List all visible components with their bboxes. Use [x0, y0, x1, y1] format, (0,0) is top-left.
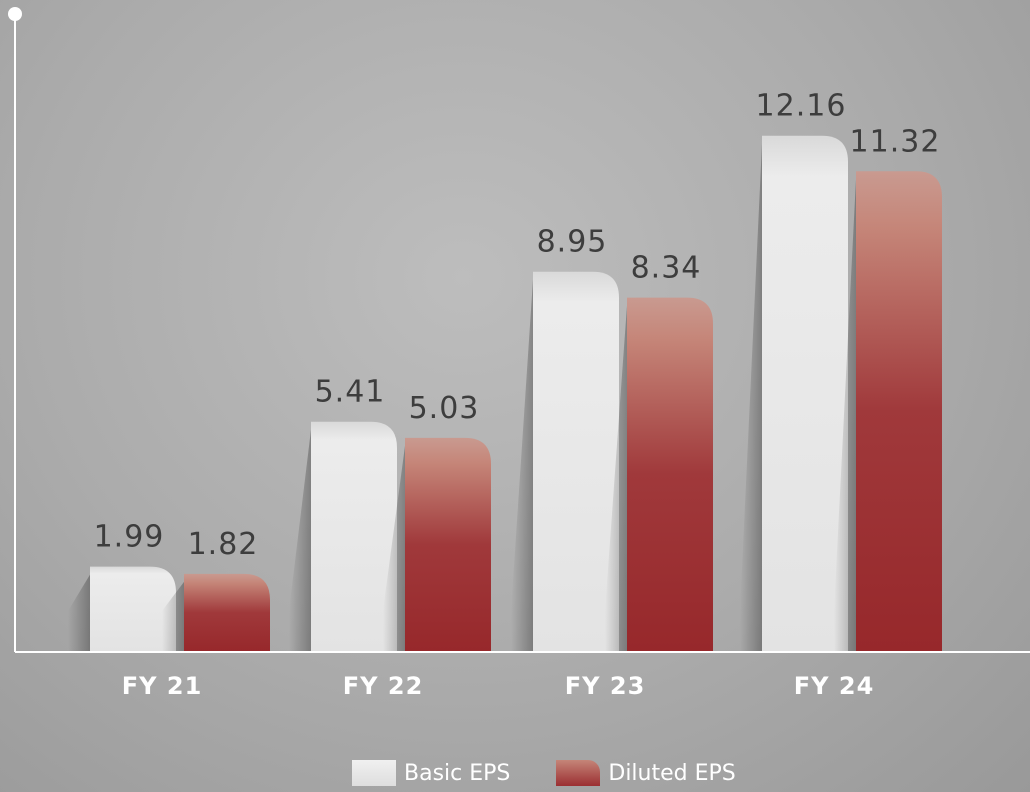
bar-shadow-basic-2	[511, 279, 533, 651]
legend-label-basic: Basic EPS	[404, 760, 511, 786]
value-label-basic-0: 1.99	[94, 520, 165, 555]
legend-item-diluted: Diluted EPS	[556, 760, 736, 786]
legend-swatch-diluted	[556, 760, 601, 786]
value-label-diluted-0: 1.82	[188, 527, 259, 562]
y-axis-cap	[8, 7, 22, 21]
legend-item-basic: Basic EPS	[352, 760, 510, 786]
bar-shadow-diluted-2	[605, 305, 627, 651]
value-label-basic-1: 5.41	[315, 375, 386, 410]
legend-label-diluted: Diluted EPS	[608, 760, 736, 786]
bar-shadow-basic-1	[289, 429, 311, 651]
bar-basic-fy22	[311, 421, 397, 651]
x-tick-label-3: FY 24	[794, 672, 875, 700]
bar-basic-fy23	[533, 271, 619, 651]
x-tick-label-1: FY 22	[343, 672, 424, 700]
bar-shadow-basic-3	[740, 143, 762, 651]
value-label-basic-2: 8.95	[537, 225, 608, 260]
x-tick-label-2: FY 23	[565, 672, 646, 700]
bar-shadow-diluted-3	[834, 179, 856, 651]
bar-basic-fy24	[762, 135, 848, 651]
bar-diluted-fy21	[184, 573, 270, 651]
value-label-diluted-2: 8.34	[631, 251, 702, 286]
bar-diluted-fy24	[856, 171, 942, 651]
bar-shadow-basic-0	[68, 574, 90, 651]
bar-diluted-fy22	[405, 437, 491, 651]
bar-shadow-diluted-0	[162, 581, 184, 651]
bar-shadow-diluted-1	[383, 445, 405, 651]
value-label-diluted-1: 5.03	[409, 391, 480, 426]
legend-swatch-basic	[352, 760, 396, 786]
value-label-basic-3: 12.16	[756, 89, 847, 124]
bar-diluted-fy23	[627, 297, 713, 651]
bar-basic-fy21	[90, 566, 176, 651]
x-tick-label-0: FY 21	[122, 672, 203, 700]
value-label-diluted-3: 11.32	[850, 124, 941, 159]
legend: Basic EPS Diluted EPS	[352, 758, 782, 788]
